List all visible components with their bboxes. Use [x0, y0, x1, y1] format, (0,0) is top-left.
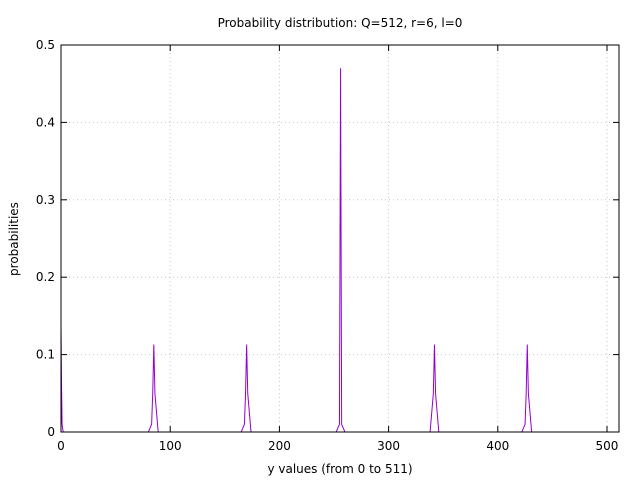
axis-ticks: 0 100 200 300 400 500 0 0.1 0.2 0.3 0.4 0.5 — [36, 38, 619, 453]
x-tick-label: 400 — [486, 439, 509, 453]
y-axis-label: probabilities — [7, 202, 21, 276]
y-tick-label: 0.3 — [36, 193, 55, 207]
x-tick-label: 200 — [268, 439, 291, 453]
plot-frame — [60, 44, 620, 433]
y-tick-label: 0.4 — [36, 115, 55, 129]
y-tick-label: 0.2 — [36, 270, 55, 284]
y-tick-label: 0.1 — [36, 348, 55, 362]
chart-title: Probability distribution: Q=512, r=6, l=… — [218, 16, 463, 30]
series-line — [60, 68, 619, 433]
x-tick-label: 0 — [57, 439, 65, 453]
plot-area — [60, 68, 619, 433]
y-tick-label: 0.5 — [36, 38, 55, 52]
y-tick-label: 0 — [47, 425, 55, 439]
x-tick-label: 300 — [377, 439, 400, 453]
x-tick-label: 500 — [596, 439, 619, 453]
x-tick-label: 100 — [159, 439, 182, 453]
x-axis-label: y values (from 0 to 511) — [267, 462, 412, 476]
